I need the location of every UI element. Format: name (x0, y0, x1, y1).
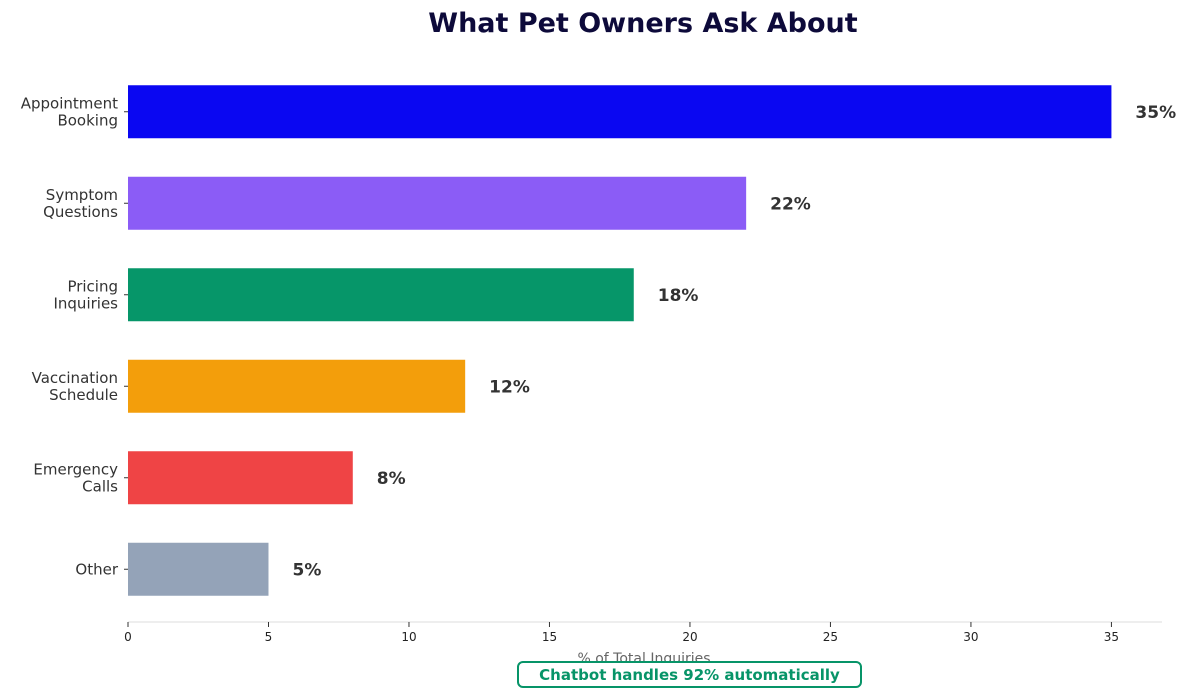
y-tick-label: Symptom Questions (43, 186, 118, 221)
x-tick-label: 5 (265, 630, 273, 644)
y-tick-label: Vaccination Schedule (32, 369, 118, 404)
value-label: 22% (770, 194, 811, 214)
value-labels: 35% 22% 18% 12% 8% 5% (292, 103, 1176, 581)
bar (128, 451, 353, 505)
bar (128, 85, 1112, 139)
bar (128, 542, 269, 596)
annotation-text: Chatbot handles 92% automatically (539, 666, 840, 684)
bars-layer (128, 85, 1112, 596)
x-tick-label: 25 (823, 630, 838, 644)
value-label: 18% (658, 286, 699, 306)
y-axis-labels: Appointment Booking Symptom Questions Pricin… (21, 94, 128, 578)
x-tick-label: 10 (401, 630, 416, 644)
y-tick-label: Pricing Inquiries (53, 277, 118, 312)
x-tick-label: 15 (542, 630, 557, 644)
y-tick-label: Other (75, 560, 118, 578)
bar (128, 176, 747, 230)
value-label: 35% (1135, 103, 1176, 123)
value-label: 12% (489, 377, 530, 397)
x-tick-label: 20 (682, 630, 697, 644)
annotation-frame (517, 661, 862, 688)
value-label: 5% (292, 560, 321, 580)
x-axis-ticks: 0 5 10 15 20 25 30 35 (124, 622, 1119, 644)
annotation-box: Chatbot handles 92% automatically (517, 661, 862, 688)
x-tick-label: 0 (124, 630, 132, 644)
value-label: 8% (377, 469, 406, 489)
bar (128, 359, 466, 413)
x-tick-label: 35 (1104, 630, 1119, 644)
y-tick-label: Appointment Booking (21, 94, 118, 129)
y-tick-label: Emergency Calls (33, 460, 118, 495)
chart-title: What Pet Owners Ask About (428, 8, 857, 39)
bar (128, 268, 634, 322)
x-tick-label: 30 (963, 630, 978, 644)
